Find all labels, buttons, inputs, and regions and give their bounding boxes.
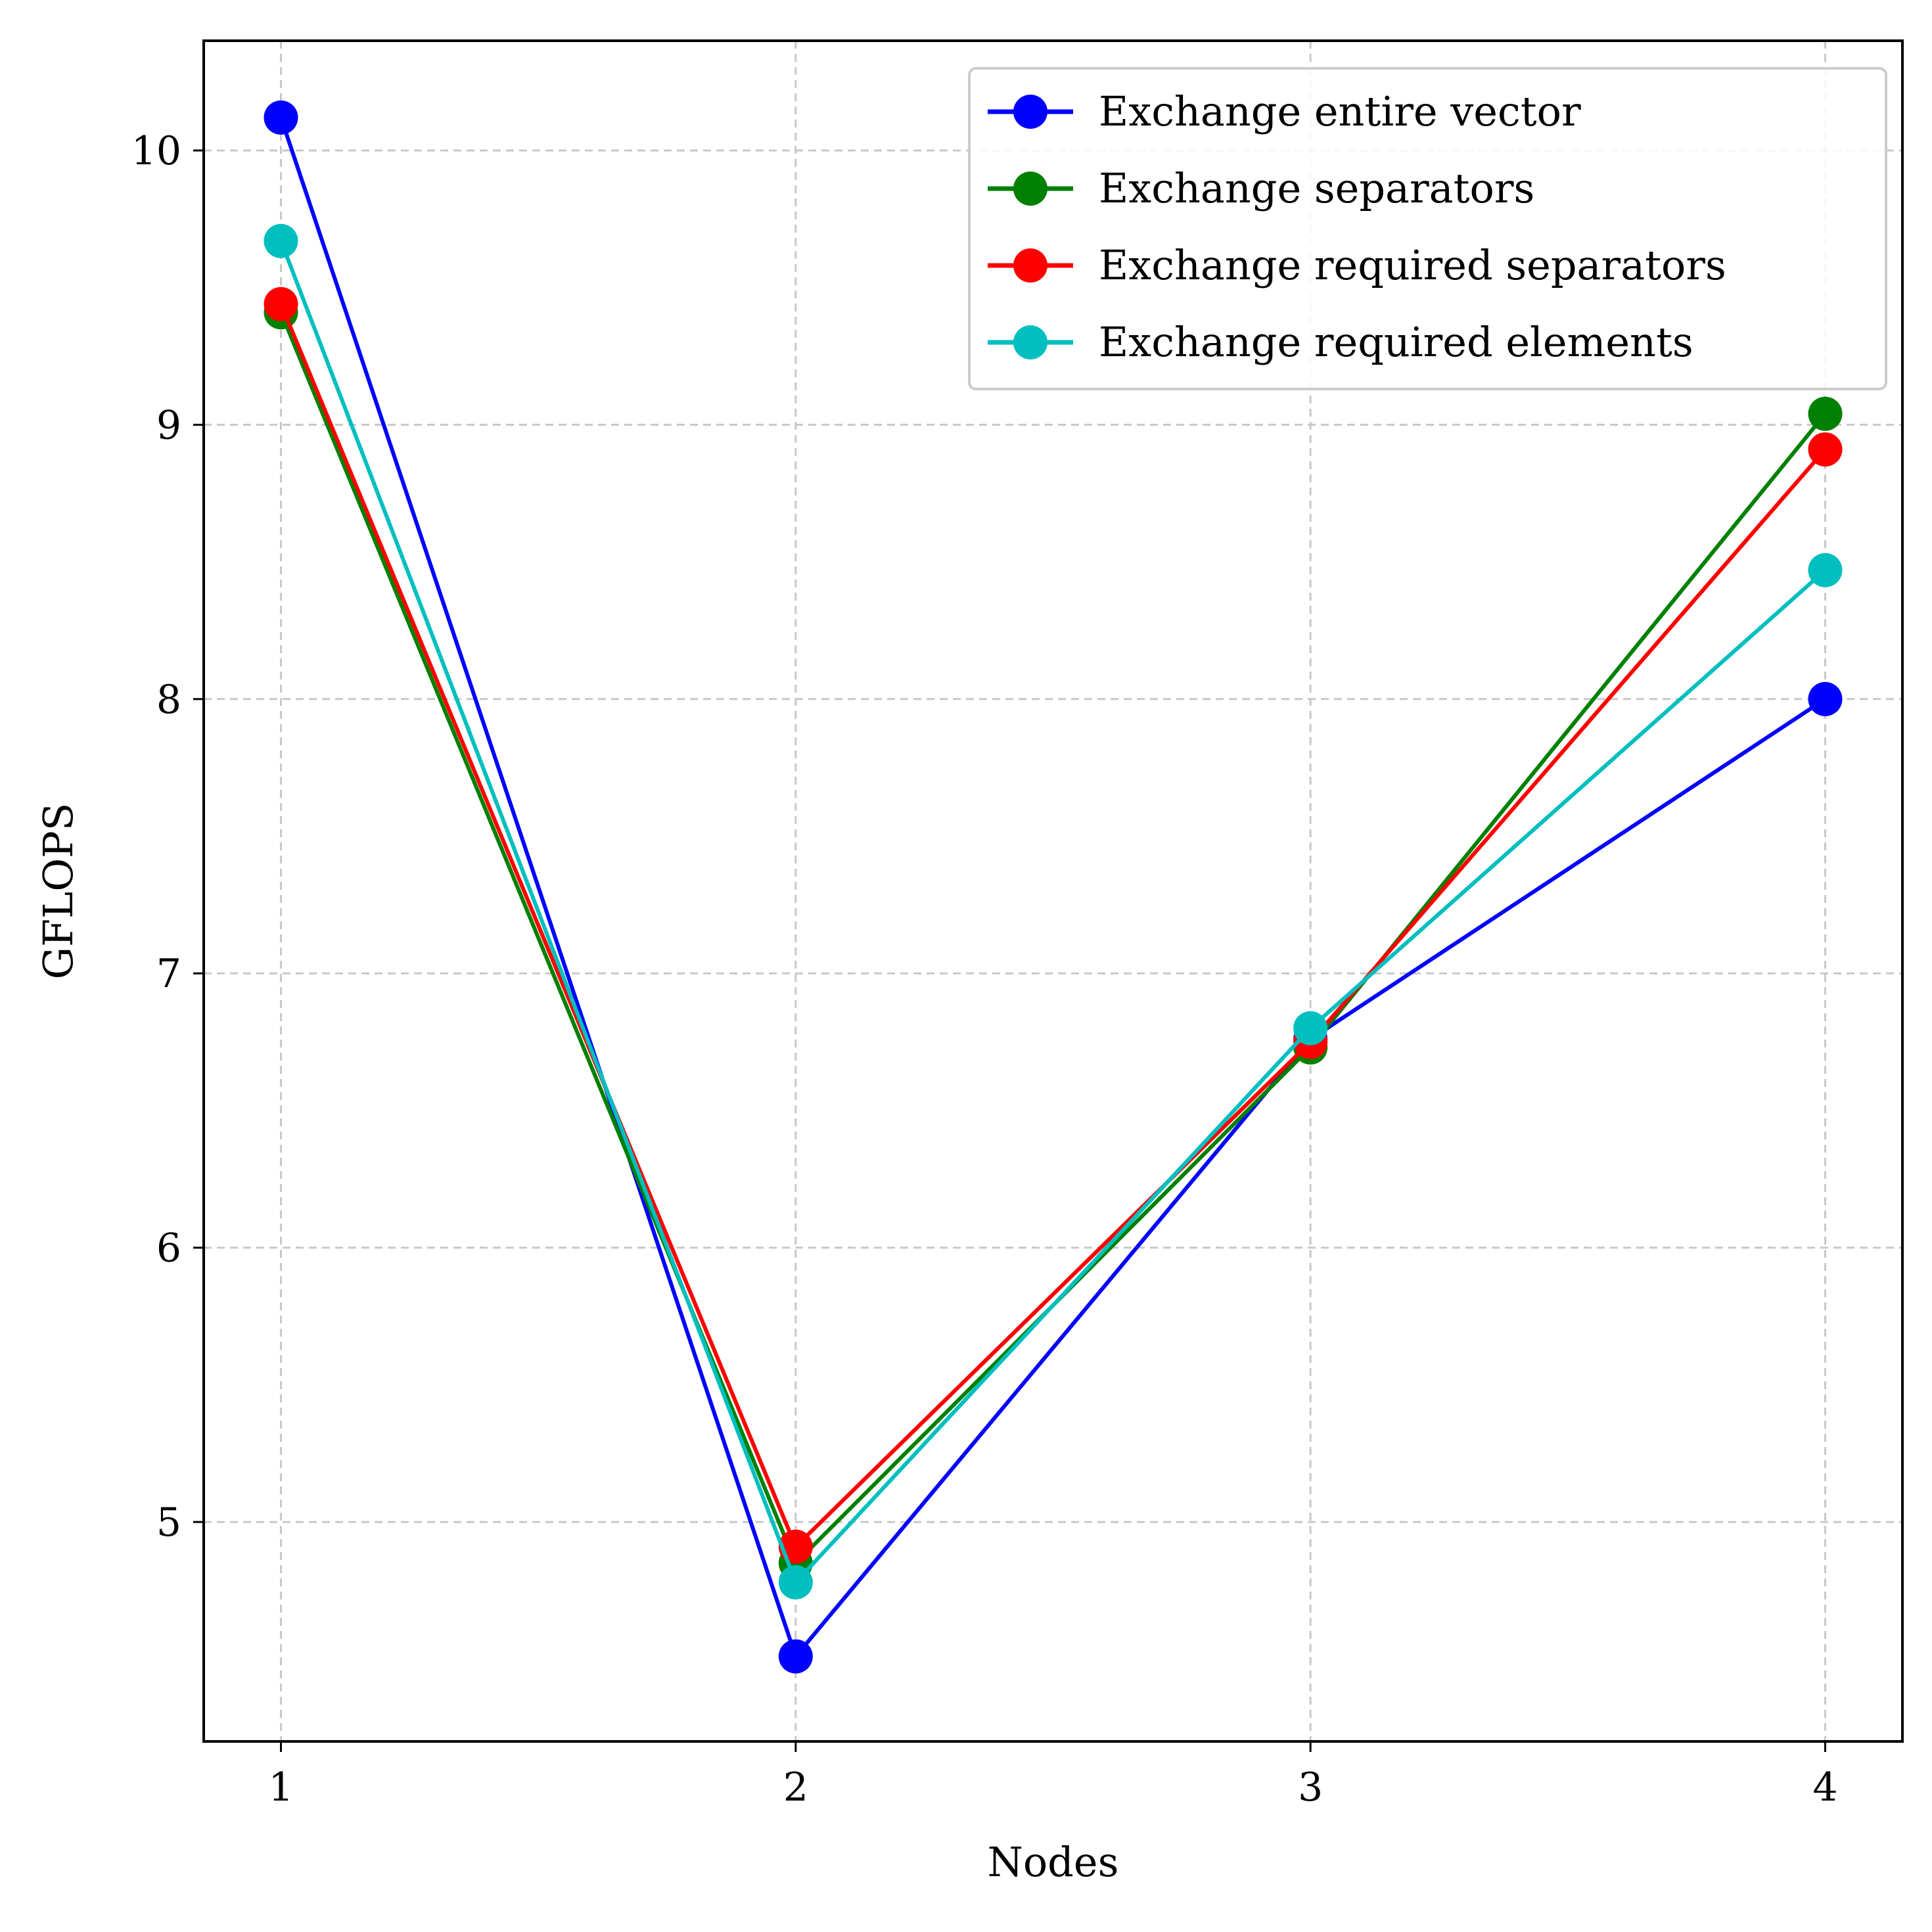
series-3 <box>264 223 1843 1599</box>
data-point <box>778 1565 813 1599</box>
data-point <box>264 100 298 135</box>
legend-item: Exchange separators <box>988 164 1534 212</box>
series-line <box>279 303 1827 1549</box>
x-tick-label: 3 <box>1298 1764 1323 1810</box>
legend-box <box>968 67 1887 390</box>
legend-swatch-marker <box>1013 172 1047 206</box>
y-tick-label: 8 <box>156 677 181 723</box>
data-point <box>264 223 298 258</box>
legend-label: Exchange separators <box>1099 164 1534 212</box>
x-axis-label: Nodes <box>988 1838 1119 1886</box>
data-point <box>1808 553 1843 587</box>
data-point <box>778 1639 813 1674</box>
data-point <box>1808 432 1843 467</box>
y-axis-label: GFLOPS <box>34 803 82 980</box>
data-point <box>1808 681 1843 716</box>
data-point <box>264 287 298 321</box>
legend-label: Exchange required separators <box>1099 241 1726 289</box>
series-line <box>279 311 1827 1565</box>
legend-swatch-marker <box>1013 325 1047 359</box>
ticks: 1 2 3 4 5 6 7 8 9 10 <box>131 128 1838 1810</box>
legend-item: Exchange entire vector <box>988 87 1581 135</box>
series-2 <box>264 287 1843 1564</box>
legend-swatch-marker <box>1013 95 1047 129</box>
legend-label: Exchange required elements <box>1099 318 1693 366</box>
y-tick-label: 5 <box>156 1500 181 1546</box>
y-tick-label: 7 <box>156 951 181 997</box>
legend-label: Exchange entire vector <box>1099 87 1581 135</box>
data-point <box>1293 1011 1328 1046</box>
data-point <box>1808 396 1843 431</box>
series-group <box>264 100 1843 1674</box>
series-1 <box>264 295 1843 1580</box>
x-tick-label: 4 <box>1812 1764 1837 1810</box>
plot-frame <box>202 39 1904 1743</box>
series-line <box>279 116 1827 1659</box>
x-tick-label: 2 <box>783 1764 808 1810</box>
legend: Exchange entire vector Exchange separator… <box>968 67 1887 390</box>
y-tick-label: 9 <box>156 402 181 448</box>
legend-item: Exchange required separators <box>988 241 1726 289</box>
series-line <box>279 240 1827 1584</box>
legend-swatch-marker <box>1013 248 1047 283</box>
x-tick-label: 1 <box>268 1764 293 1810</box>
legend-item: Exchange required elements <box>988 318 1693 366</box>
y-tick-label: 10 <box>131 128 181 174</box>
y-tick-label: 6 <box>156 1226 181 1272</box>
